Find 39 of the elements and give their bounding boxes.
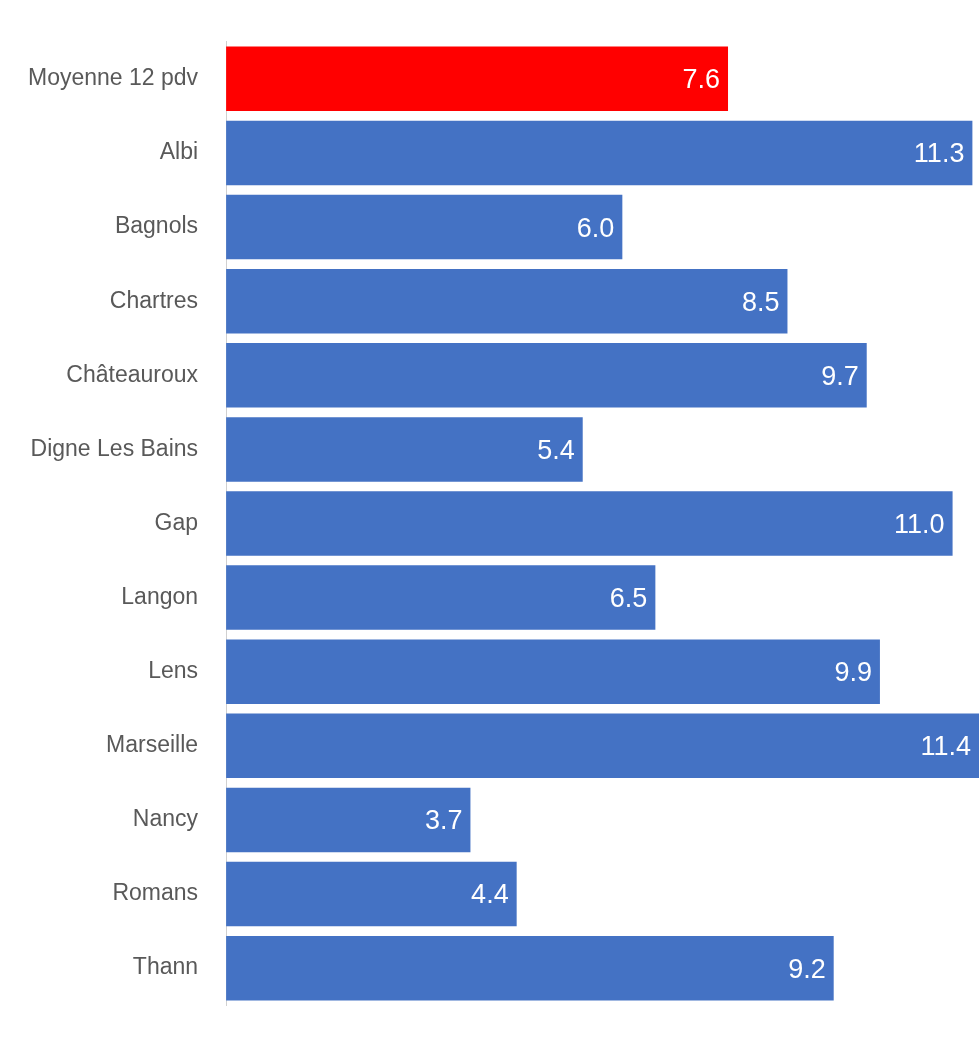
y-tick-label: Bagnols bbox=[114, 212, 199, 239]
bar bbox=[226, 713, 979, 779]
bar bbox=[226, 343, 867, 408]
y-tick-label: Chartres bbox=[109, 286, 199, 313]
data-label: 9.9 bbox=[834, 657, 872, 688]
bar bbox=[226, 639, 880, 704]
bar bbox=[226, 120, 973, 186]
data-label: 4.4 bbox=[471, 879, 509, 910]
data-label: 11.4 bbox=[920, 731, 971, 762]
data-label: 3.7 bbox=[424, 805, 463, 836]
data-label: 6.0 bbox=[576, 212, 615, 243]
y-tick-label: Lens bbox=[148, 657, 199, 684]
data-label: 9.7 bbox=[821, 360, 859, 391]
bar bbox=[226, 417, 583, 482]
bar bbox=[226, 787, 471, 853]
data-label: 11.0 bbox=[894, 508, 945, 539]
y-tick-label: Digne Les Bains bbox=[30, 434, 199, 461]
data-label: 7.6 bbox=[682, 64, 721, 95]
data-label: 5.4 bbox=[537, 434, 575, 465]
y-tick-label: Romans bbox=[112, 879, 199, 906]
y-tick-label: Moyenne 12 pdv bbox=[27, 64, 199, 91]
bar bbox=[226, 46, 729, 112]
data-label: 11.3 bbox=[913, 138, 965, 169]
y-tick-label: Marseille bbox=[106, 731, 199, 758]
data-label: 9.2 bbox=[788, 953, 826, 984]
bar bbox=[226, 565, 656, 630]
data-label: 8.5 bbox=[741, 286, 780, 317]
bar bbox=[226, 861, 517, 927]
y-tick-label: Châteauroux bbox=[66, 360, 199, 387]
y-tick-label: Nancy bbox=[132, 805, 199, 832]
y-tick-label: Thann bbox=[132, 953, 199, 980]
bar bbox=[226, 194, 623, 260]
y-tick-label: Langon bbox=[121, 582, 199, 609]
bar bbox=[226, 491, 953, 556]
y-tick-label: Albi bbox=[159, 138, 199, 165]
bar bbox=[226, 268, 788, 334]
data-label: 6.5 bbox=[609, 583, 648, 614]
y-tick-label: Gap bbox=[154, 508, 199, 535]
bar bbox=[226, 935, 834, 1001]
